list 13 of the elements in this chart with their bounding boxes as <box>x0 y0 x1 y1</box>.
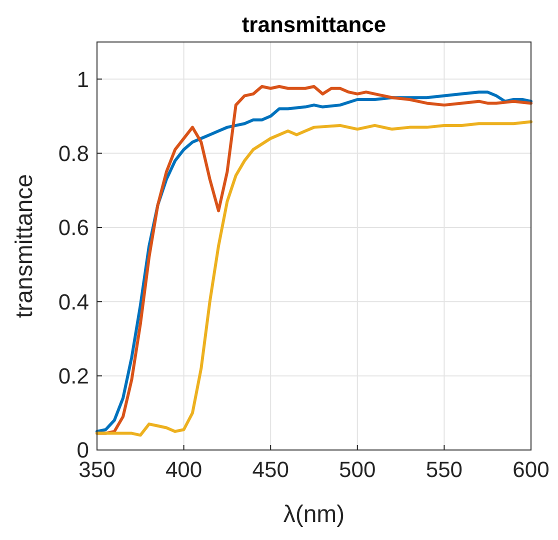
x-tick-label: 400 <box>165 457 202 482</box>
x-tick-label: 500 <box>339 457 376 482</box>
y-tick-label: 1 <box>76 66 89 92</box>
y-tick-label: 0.2 <box>58 364 89 389</box>
y-tick-label: 0.6 <box>58 215 89 240</box>
chart-title: transmittance <box>242 12 386 37</box>
x-axis-title: λ(nm) <box>283 501 345 528</box>
y-tick-label: 0.4 <box>58 289 89 314</box>
x-tick-label: 550 <box>426 457 463 482</box>
x-tick-label: 450 <box>252 457 289 482</box>
x-tick-label: 600 <box>512 457 550 482</box>
y-tick-label: 0.8 <box>58 140 89 166</box>
y-axis-title: transmittance <box>11 174 38 318</box>
